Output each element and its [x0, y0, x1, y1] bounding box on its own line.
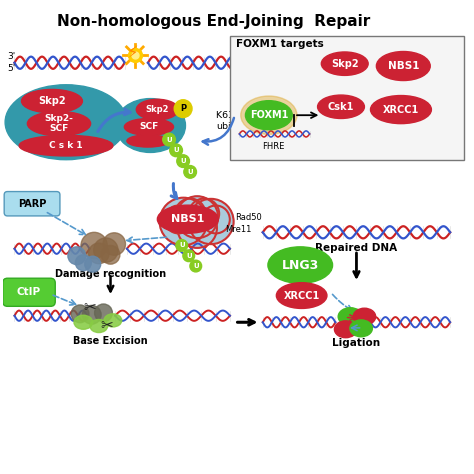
Text: ✂: ✂ — [83, 300, 96, 315]
Text: FOXM1: FOXM1 — [250, 110, 288, 120]
Text: U: U — [173, 147, 179, 153]
Circle shape — [81, 232, 107, 258]
Circle shape — [94, 238, 118, 262]
Text: ✂: ✂ — [100, 318, 113, 333]
Circle shape — [184, 165, 197, 178]
Text: FOXM1 targets: FOXM1 targets — [236, 39, 323, 49]
Ellipse shape — [127, 135, 169, 147]
Circle shape — [177, 155, 190, 167]
Text: 5': 5' — [263, 52, 271, 61]
Ellipse shape — [353, 308, 376, 325]
Text: C s k 1: C s k 1 — [49, 141, 83, 150]
Circle shape — [95, 304, 112, 322]
Text: U: U — [186, 253, 191, 259]
Text: SCF: SCF — [139, 122, 159, 131]
Ellipse shape — [246, 100, 292, 130]
Ellipse shape — [21, 90, 82, 113]
Circle shape — [188, 199, 234, 244]
Text: U: U — [187, 169, 193, 175]
Circle shape — [189, 199, 219, 229]
Circle shape — [163, 133, 175, 146]
Ellipse shape — [321, 52, 368, 75]
Text: Skp2: Skp2 — [146, 105, 169, 114]
Ellipse shape — [241, 96, 297, 135]
Circle shape — [82, 305, 101, 324]
Text: U: U — [193, 263, 199, 269]
Ellipse shape — [19, 136, 113, 156]
Text: LNG3: LNG3 — [282, 259, 319, 272]
Text: PARP: PARP — [18, 199, 46, 209]
Text: Non-homologous End-Joining  Repair: Non-homologous End-Joining Repair — [57, 15, 370, 29]
Ellipse shape — [350, 320, 373, 337]
Ellipse shape — [371, 96, 431, 124]
Text: Mre11: Mre11 — [225, 226, 252, 235]
FancyBboxPatch shape — [230, 36, 464, 160]
Ellipse shape — [268, 247, 333, 283]
Text: FHRE: FHRE — [262, 142, 285, 151]
Text: U: U — [166, 137, 172, 143]
Text: XRCC1: XRCC1 — [283, 291, 320, 301]
Text: ⚡: ⚡ — [127, 44, 138, 62]
Ellipse shape — [318, 95, 365, 118]
Circle shape — [176, 239, 188, 251]
Circle shape — [68, 247, 86, 264]
Circle shape — [183, 250, 195, 262]
Text: Ligation: Ligation — [332, 338, 381, 348]
Ellipse shape — [137, 99, 178, 120]
Text: Base Excision: Base Excision — [73, 337, 148, 346]
Circle shape — [71, 305, 89, 323]
Circle shape — [190, 260, 201, 272]
Circle shape — [89, 243, 109, 264]
Circle shape — [202, 206, 230, 233]
Circle shape — [176, 196, 218, 238]
Text: Repaired DNA: Repaired DNA — [315, 243, 398, 253]
Ellipse shape — [338, 308, 363, 326]
Text: Rad50: Rad50 — [235, 213, 261, 222]
Text: 3': 3' — [263, 64, 271, 73]
Circle shape — [75, 255, 91, 271]
Ellipse shape — [157, 205, 218, 233]
Ellipse shape — [74, 315, 93, 329]
Ellipse shape — [27, 111, 91, 136]
Text: NBS1: NBS1 — [388, 61, 419, 71]
Text: U: U — [180, 158, 186, 164]
Text: XRCC1: XRCC1 — [383, 105, 419, 115]
Circle shape — [174, 100, 192, 118]
Circle shape — [177, 209, 217, 248]
Ellipse shape — [124, 118, 173, 136]
Circle shape — [101, 246, 120, 264]
Circle shape — [85, 256, 100, 272]
Text: K63 linked
ubiquitination: K63 linked ubiquitination — [216, 111, 282, 130]
Text: P: P — [180, 104, 186, 113]
Text: U: U — [179, 242, 184, 248]
Circle shape — [164, 206, 192, 233]
Circle shape — [175, 199, 205, 229]
Text: 3': 3' — [8, 52, 16, 61]
FancyBboxPatch shape — [4, 191, 60, 216]
Ellipse shape — [104, 314, 122, 327]
Ellipse shape — [335, 321, 357, 337]
Text: Skp2: Skp2 — [38, 96, 66, 106]
Circle shape — [160, 198, 207, 246]
Ellipse shape — [90, 319, 108, 333]
Circle shape — [170, 144, 182, 157]
Text: Csk1: Csk1 — [328, 102, 354, 112]
Ellipse shape — [376, 52, 430, 81]
Ellipse shape — [276, 283, 327, 309]
Ellipse shape — [115, 99, 185, 153]
Text: CtIP: CtIP — [17, 287, 41, 297]
FancyBboxPatch shape — [3, 278, 55, 306]
Text: Skp2-
SCF: Skp2- SCF — [45, 114, 73, 133]
Circle shape — [103, 233, 126, 255]
Text: Skp2: Skp2 — [331, 59, 358, 69]
Ellipse shape — [5, 85, 127, 160]
Text: 5': 5' — [8, 64, 16, 73]
Text: NBS1: NBS1 — [171, 214, 204, 224]
Text: Damage recognition: Damage recognition — [55, 269, 166, 279]
